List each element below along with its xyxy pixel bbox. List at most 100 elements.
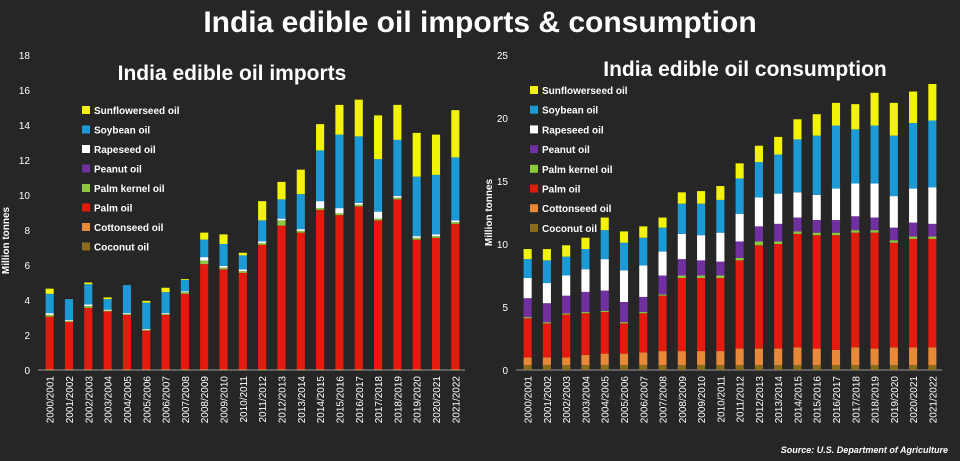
consumption-bar-segment <box>523 278 532 299</box>
consumption-bar-segment <box>735 178 744 214</box>
imports-bar-segment <box>431 134 441 175</box>
consumption-bar-segment <box>619 353 629 365</box>
consumption-ytick-label: 25 <box>497 51 509 62</box>
consumption-bar-segment <box>523 259 532 279</box>
consumption-bar-segment <box>697 364 706 370</box>
consumption-xtick-label: 2016/2017 <box>832 376 843 424</box>
consumption-bar-segment <box>619 301 629 323</box>
imports-bar-segment <box>103 299 112 310</box>
consumption-legend-label: Palm kernel oil <box>542 165 613 176</box>
imports-bar-segment <box>180 291 189 293</box>
imports-bar-segment <box>200 260 209 265</box>
consumption-legend-label: Palm oil <box>542 185 581 196</box>
imports-bar-segment <box>335 208 344 214</box>
consumption-bar-segment <box>889 364 898 370</box>
consumption-bar-segment <box>774 241 783 244</box>
consumption-bar-segment <box>523 364 532 370</box>
consumption-bar-segment <box>774 244 783 349</box>
imports-legend-label: Sunflowerseed oil <box>94 106 180 117</box>
consumption-bar-segment <box>639 226 648 238</box>
consumption-bar-segment <box>735 364 744 370</box>
consumption-bar-segment <box>928 223 937 237</box>
consumption-bar-segment <box>523 249 532 260</box>
consumption-bar-segment <box>581 249 590 270</box>
imports-xtick-label: 2004/2005 <box>123 376 134 424</box>
imports-bar-segment <box>277 225 286 370</box>
consumption-bar-segment <box>831 349 841 365</box>
consumption-bar-segment <box>793 192 802 218</box>
imports-bar-segment <box>258 244 267 370</box>
imports-bar-segment <box>219 267 228 270</box>
imports-bar-segment <box>45 314 54 317</box>
imports-bar-segment <box>374 369 383 370</box>
consumption-bar-segment <box>581 354 590 365</box>
imports-bar-segment <box>200 257 209 261</box>
consumption-bar-segment <box>831 235 841 350</box>
consumption-bar-segment <box>619 242 629 271</box>
consumption-bar-segment <box>677 233 686 260</box>
imports-bar-segment <box>354 206 363 370</box>
imports-bar-segment <box>374 220 383 370</box>
consumption-bar-segment <box>562 256 571 276</box>
consumption-legend-swatch <box>530 105 538 114</box>
imports-bar-segment <box>431 236 441 238</box>
imports-xtick-label: 2013/2014 <box>297 376 308 424</box>
imports-bar-segment <box>103 311 112 370</box>
consumption-bar-segment <box>889 347 898 365</box>
consumption-bar-segment <box>870 183 879 218</box>
imports-xtick-label: 2001/2002 <box>65 376 76 424</box>
imports-bar-segment <box>84 304 93 307</box>
consumption-bar-segment <box>793 139 802 193</box>
imports-xtick-label: 2021/2022 <box>451 376 462 424</box>
imports-chart: 0 2 4 6 8 10 12 14 16 18 Million tonnes 2000/2001 20… <box>1 51 465 423</box>
consumption-bar-segment <box>658 351 667 365</box>
imports-xtick-label: 2005/2006 <box>142 376 153 424</box>
consumption-bar-segment <box>851 104 860 130</box>
consumption-bar-segment <box>928 238 937 348</box>
imports-bar-segment <box>296 369 305 370</box>
consumption-bar-segment <box>716 186 725 200</box>
consumption-bar-segment <box>619 364 629 370</box>
imports-ytick-label: 0 <box>24 366 30 377</box>
imports-bar-segment <box>200 264 209 370</box>
imports-bar-segment <box>451 110 460 158</box>
imports-bar-segment <box>316 209 325 370</box>
consumption-bar-segment <box>677 259 686 276</box>
imports-bar-segment <box>335 213 344 216</box>
consumption-bar-segment <box>928 347 937 365</box>
consumption-ytick-label: 15 <box>497 177 509 188</box>
imports-ytick-label: 10 <box>19 191 31 202</box>
consumption-bar-segment <box>851 129 860 184</box>
consumption-bar-segment <box>909 222 918 237</box>
imports-bar-segment <box>412 237 421 240</box>
consumption-bar-segment <box>581 313 590 355</box>
consumption-bar-segment <box>735 257 744 261</box>
imports-legend-swatch <box>82 164 90 173</box>
consumption-bar-segment <box>870 232 879 349</box>
imports-bar-segment <box>238 271 247 273</box>
imports-bar-segment <box>296 229 305 231</box>
consumption-bar-segment <box>619 322 629 324</box>
consumption-bar-segment <box>542 364 551 370</box>
imports-bar-segment <box>354 136 363 203</box>
consumption-bar-segment <box>831 102 841 126</box>
consumption-bar-segment <box>928 236 937 239</box>
imports-bar-segment <box>200 239 209 258</box>
imports-xtick-label: 2019/2020 <box>413 376 424 424</box>
consumption-bar-segment <box>697 191 706 204</box>
imports-bar-segment <box>258 369 267 370</box>
consumption-legend-swatch <box>530 164 538 173</box>
consumption-xtick-label: 2008/2009 <box>678 376 689 424</box>
source-note: Source: U.S. Department of Agriculture <box>780 445 948 455</box>
consumption-bar-segment <box>677 364 686 370</box>
consumption-xtick-label: 2004/2005 <box>601 376 612 424</box>
imports-bar-segment <box>103 309 112 311</box>
imports-bar-segment <box>219 234 228 244</box>
imports-ytick-label: 2 <box>24 331 30 342</box>
imports-bar-segment <box>316 150 325 202</box>
consumption-bar-segment <box>581 237 590 250</box>
consumption-bar-segment <box>754 348 763 365</box>
imports-xtick-label: 2003/2004 <box>104 376 115 424</box>
imports-bar-segment <box>354 369 363 370</box>
consumption-bar-segment <box>716 275 725 279</box>
